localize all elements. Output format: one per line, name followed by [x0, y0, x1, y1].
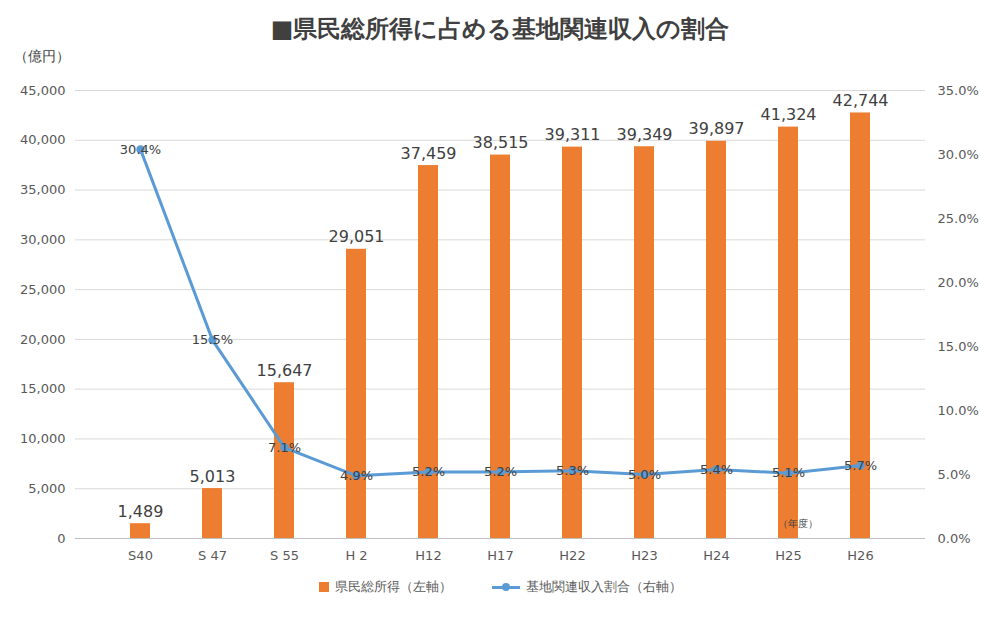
svg-text:5.1%: 5.1% — [772, 465, 805, 480]
svg-text:5.0%: 5.0% — [938, 467, 971, 482]
svg-text:H 2: H 2 — [345, 548, 367, 563]
svg-text:10,000: 10,000 — [20, 431, 66, 446]
svg-text:40,000: 40,000 — [20, 132, 66, 147]
html-text:県民総所得（左軸）: 県民総所得（左軸） — [334, 579, 452, 594]
svg-text:5,000: 5,000 — [28, 481, 65, 496]
svg-text:H17: H17 — [487, 548, 513, 563]
svg-text:39,349: 39,349 — [617, 125, 673, 144]
html-text:（億円）: （億円） — [14, 48, 70, 64]
svg-text:15,000: 15,000 — [20, 381, 66, 396]
svg-text:H26: H26 — [847, 548, 873, 563]
svg-text:37,459: 37,459 — [401, 144, 457, 163]
svg-text:H23: H23 — [631, 548, 657, 563]
svg-text:5,013: 5,013 — [190, 467, 236, 486]
html-text:基地関連収入割合（右軸）: 基地関連収入割合（右軸） — [525, 579, 682, 594]
svg-text:0: 0 — [57, 531, 65, 546]
svg-text:39,897: 39,897 — [689, 119, 745, 138]
svg-text:20,000: 20,000 — [20, 332, 66, 347]
svg-text:45,000: 45,000 — [20, 83, 66, 98]
svg-text:1,489: 1,489 — [118, 502, 164, 521]
svg-text:29,051: 29,051 — [329, 227, 385, 246]
svg-text:H12: H12 — [415, 548, 441, 563]
svg-text:S 55: S 55 — [270, 548, 299, 563]
svg-text:10.0%: 10.0% — [938, 403, 979, 418]
svg-text:H25: H25 — [775, 548, 801, 563]
svg-text:0.0%: 0.0% — [938, 531, 971, 546]
svg-text:S 47: S 47 — [198, 548, 227, 563]
svg-text:25.0%: 25.0% — [938, 211, 979, 226]
svg-text:39,311: 39,311 — [545, 125, 601, 144]
svg-text:41,324: 41,324 — [761, 105, 817, 124]
svg-text:5.4%: 5.4% — [700, 462, 733, 477]
svg-text:30.0%: 30.0% — [938, 147, 979, 162]
svg-text:38,515: 38,515 — [473, 133, 529, 152]
svg-text:20.0%: 20.0% — [938, 275, 979, 290]
svg-text:H24: H24 — [703, 548, 729, 563]
svg-text:15.5%: 15.5% — [192, 332, 233, 347]
svg-text:15,647: 15,647 — [257, 361, 313, 380]
svg-text:25,000: 25,000 — [20, 282, 66, 297]
svg-text:5.3%: 5.3% — [556, 463, 589, 478]
svg-text:S40: S40 — [128, 548, 153, 563]
svg-text:5.7%: 5.7% — [844, 458, 877, 473]
svg-text:7.1%: 7.1% — [268, 440, 301, 455]
svg-text:5.2%: 5.2% — [412, 464, 445, 479]
svg-text:5.2%: 5.2% — [484, 464, 517, 479]
svg-text:30,000: 30,000 — [20, 232, 66, 247]
html-text:■県民総所得に占める基地関連収入の割合: ■県民総所得に占める基地関連収入の割合 — [270, 15, 730, 43]
svg-text:35,000: 35,000 — [20, 182, 66, 197]
svg-text:42,744: 42,744 — [833, 91, 889, 110]
svg-text:（年度）: （年度） — [778, 518, 818, 529]
svg-text:35.0%: 35.0% — [938, 83, 979, 98]
svg-text:5.0%: 5.0% — [628, 467, 661, 482]
svg-text:H22: H22 — [559, 548, 585, 563]
svg-text:15.0%: 15.0% — [938, 339, 979, 354]
svg-text:30.4%: 30.4% — [120, 142, 161, 157]
svg-text:4.9%: 4.9% — [340, 468, 373, 483]
